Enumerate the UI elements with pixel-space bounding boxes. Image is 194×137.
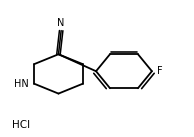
Text: HCl: HCl: [12, 120, 30, 130]
Text: N: N: [57, 18, 65, 28]
Text: HN: HN: [14, 79, 29, 89]
Text: F: F: [157, 66, 162, 76]
